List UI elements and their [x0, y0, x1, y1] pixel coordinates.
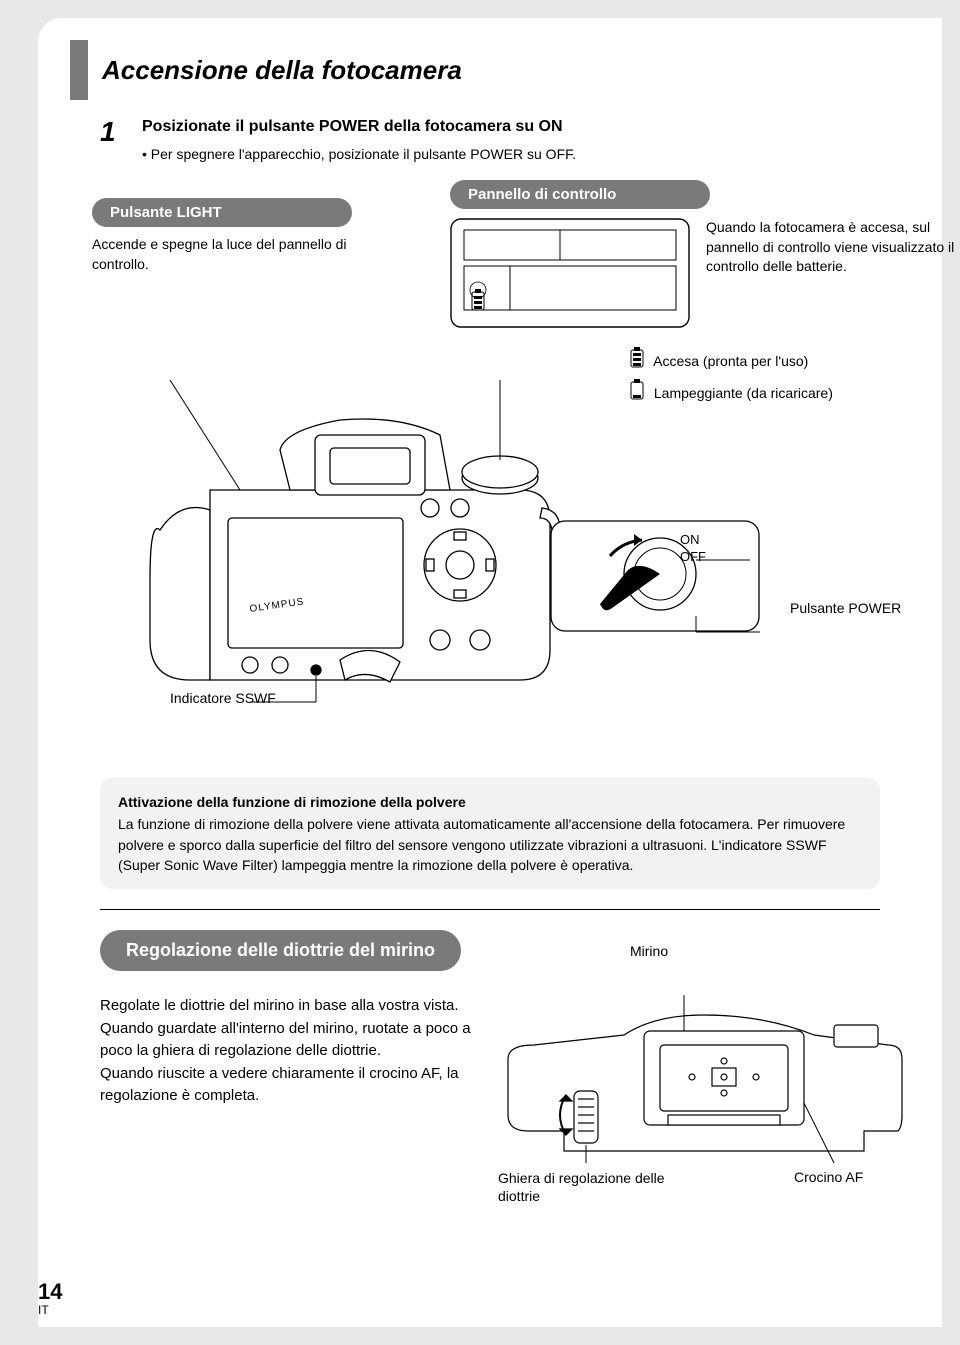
step-sub: Per spegnere l'apparecchio, posizionate … [142, 146, 576, 162]
off-label: OFF [680, 549, 706, 566]
step-heading: Posizionate il pulsante POWER della foto… [142, 118, 576, 136]
dust-removal-box: Attivazione della funzione di rimozione … [100, 778, 880, 889]
diopter-dial-label: Ghiera di regolazione delle diottrie [498, 1169, 668, 1205]
battery-low-label: Lampeggiante (da ricaricare) [654, 385, 833, 401]
battery-low-row: Lampeggiante (da ricaricare) [630, 378, 833, 410]
diopter-head-row: Regolazione delle diottrie del mirino Mi… [100, 930, 880, 971]
dust-body: La funzione di rimozione della polvere v… [118, 814, 862, 875]
battery-full-icon [630, 346, 644, 378]
power-switch-callout [550, 520, 760, 640]
camera-diagram: OLYMPUS [140, 380, 600, 710]
control-panel-diagram [450, 218, 690, 328]
sswf-label: Indicatore SSWF [170, 690, 276, 706]
diopter-text: Regolate le diottrie del mirino in base … [100, 995, 480, 1215]
battery-status-list: Accesa (pronta per l'uso) Lampeggiante (… [630, 346, 833, 411]
power-switch-diagram [550, 520, 760, 635]
camera-area: Accesa (pronta per l'uso) Lampeggiante (… [70, 350, 910, 770]
step-block: 1 Posizionate il pulsante POWER della fo… [100, 118, 910, 162]
page-lang: IT [38, 1303, 62, 1317]
diopter-title: Regolazione delle diottrie del mirino [100, 930, 461, 971]
diopter-body-row: Regolate le diottrie del mirino in base … [100, 995, 880, 1215]
page-title: Accensione della fotocamera [102, 55, 462, 86]
left-panel-title: Pulsante LIGHT [92, 198, 352, 227]
right-panel-title: Pannello di controllo [450, 180, 710, 209]
on-off-labels: ON OFF [680, 532, 706, 566]
battery-full-row: Accesa (pronta per l'uso) [630, 346, 833, 378]
crocino-label: Crocino AF [794, 1169, 863, 1185]
viewfinder-diagram [504, 995, 904, 1165]
dust-title: Attivazione della funzione di rimozione … [118, 792, 862, 812]
left-panel: Pulsante LIGHT Accende e spegne la luce … [92, 198, 352, 274]
viewfinder-area: Ghiera di regolazione delle diottrie Cro… [504, 995, 904, 1215]
left-panel-desc: Accende e spegne la luce del pannello di… [92, 235, 352, 274]
battery-full-label: Accesa (pronta per l'uso) [653, 353, 808, 369]
page-footer: 14 IT [38, 1281, 62, 1317]
title-row: Accensione della fotocamera [70, 40, 910, 100]
step-number: 1 [100, 118, 128, 146]
panels-area: Pulsante LIGHT Accende e spegne la luce … [70, 180, 910, 360]
right-panel-desc: Quando la fotocamera è accesa, sul panne… [706, 218, 956, 277]
mirino-label: Mirino [630, 943, 880, 959]
right-panel: Pannello di controllo [450, 180, 710, 209]
section-separator [100, 909, 880, 910]
on-label: ON [680, 532, 706, 549]
battery-low-icon [630, 378, 644, 410]
power-button-label: Pulsante POWER [790, 600, 901, 616]
title-accent-bar [70, 40, 88, 100]
page-number: 14 [38, 1281, 62, 1303]
